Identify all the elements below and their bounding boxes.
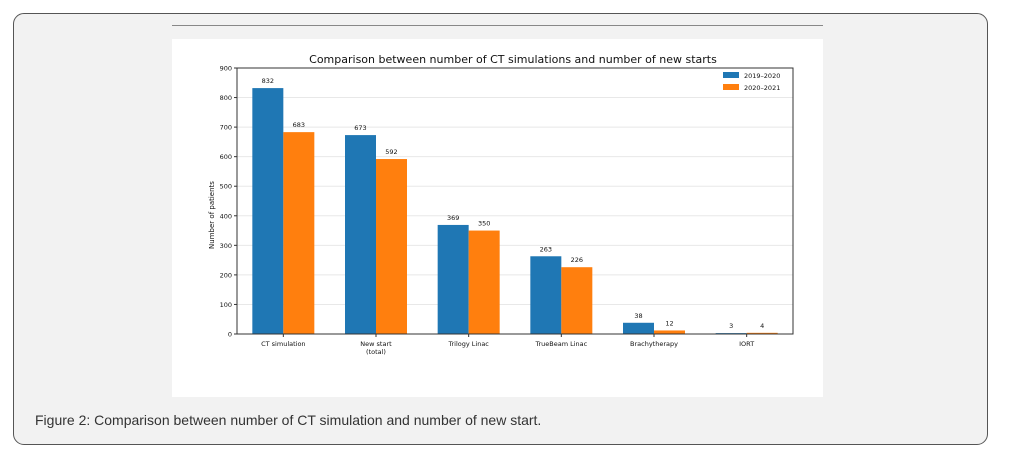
legend-entry: 2019–2020: [744, 72, 780, 80]
y-tick-label: 100: [220, 301, 232, 309]
bar-series-1: [437, 224, 469, 334]
bar-series-2: [654, 330, 685, 334]
y-tick-label: 500: [220, 183, 232, 191]
bar-series-2: [746, 332, 778, 334]
data-label: 369: [447, 214, 459, 222]
figure-caption: Figure 2: Comparison between number of C…: [35, 412, 542, 428]
x-tick-label: IORT: [739, 340, 754, 348]
bar-series-1: [252, 88, 284, 334]
data-label: 4: [760, 322, 764, 330]
x-tick-label: New start: [360, 340, 392, 348]
y-tick-label: 300: [220, 242, 232, 250]
x-tick-label: CT simulation: [261, 340, 305, 348]
y-tick-label: 600: [220, 153, 232, 161]
data-label: 350: [478, 220, 490, 228]
legend-swatch: [723, 84, 739, 90]
bar-series-1: [623, 322, 654, 334]
data-label: 263: [540, 245, 552, 253]
x-tick-label: TrueBeam Linac: [534, 340, 587, 348]
y-tick-label: 200: [220, 271, 232, 279]
legend-entry: 2020–2021: [744, 84, 780, 92]
data-label: 683: [293, 121, 305, 129]
data-label: 3: [729, 322, 733, 330]
bar-series-1: [345, 135, 376, 334]
x-tick-label: Trilogy Linac: [447, 340, 489, 348]
y-axis-label: Number of patients: [208, 181, 216, 249]
bar-series-1: [530, 256, 562, 334]
bar-series-2: [376, 159, 407, 334]
y-tick-label: 800: [220, 94, 232, 102]
data-label: 832: [262, 77, 274, 85]
plot-frame: [236, 67, 794, 335]
data-label: 673: [354, 124, 366, 132]
bar-series-2: [283, 132, 315, 334]
divider: [172, 25, 823, 26]
y-tick-label: 900: [220, 65, 232, 73]
x-tick-label: Brachytherapy: [630, 340, 678, 348]
data-label: 592: [385, 148, 397, 156]
figure-panel: Comparison between number of CT simulati…: [172, 39, 823, 397]
data-label: 12: [665, 319, 673, 327]
y-tick-label: 400: [220, 212, 232, 220]
legend-swatch: [723, 72, 739, 78]
y-tick-label: 0: [228, 331, 232, 339]
bar-series-2: [468, 230, 500, 334]
bar-chart: Comparison between number of CT simulati…: [208, 53, 794, 356]
data-label: 226: [571, 256, 583, 264]
x-tick-label: (total): [366, 348, 386, 356]
y-tick-label: 700: [220, 124, 232, 132]
bar-series-2: [561, 267, 593, 334]
chart-title: Comparison between number of CT simulati…: [309, 53, 717, 66]
data-label: 38: [634, 312, 642, 320]
